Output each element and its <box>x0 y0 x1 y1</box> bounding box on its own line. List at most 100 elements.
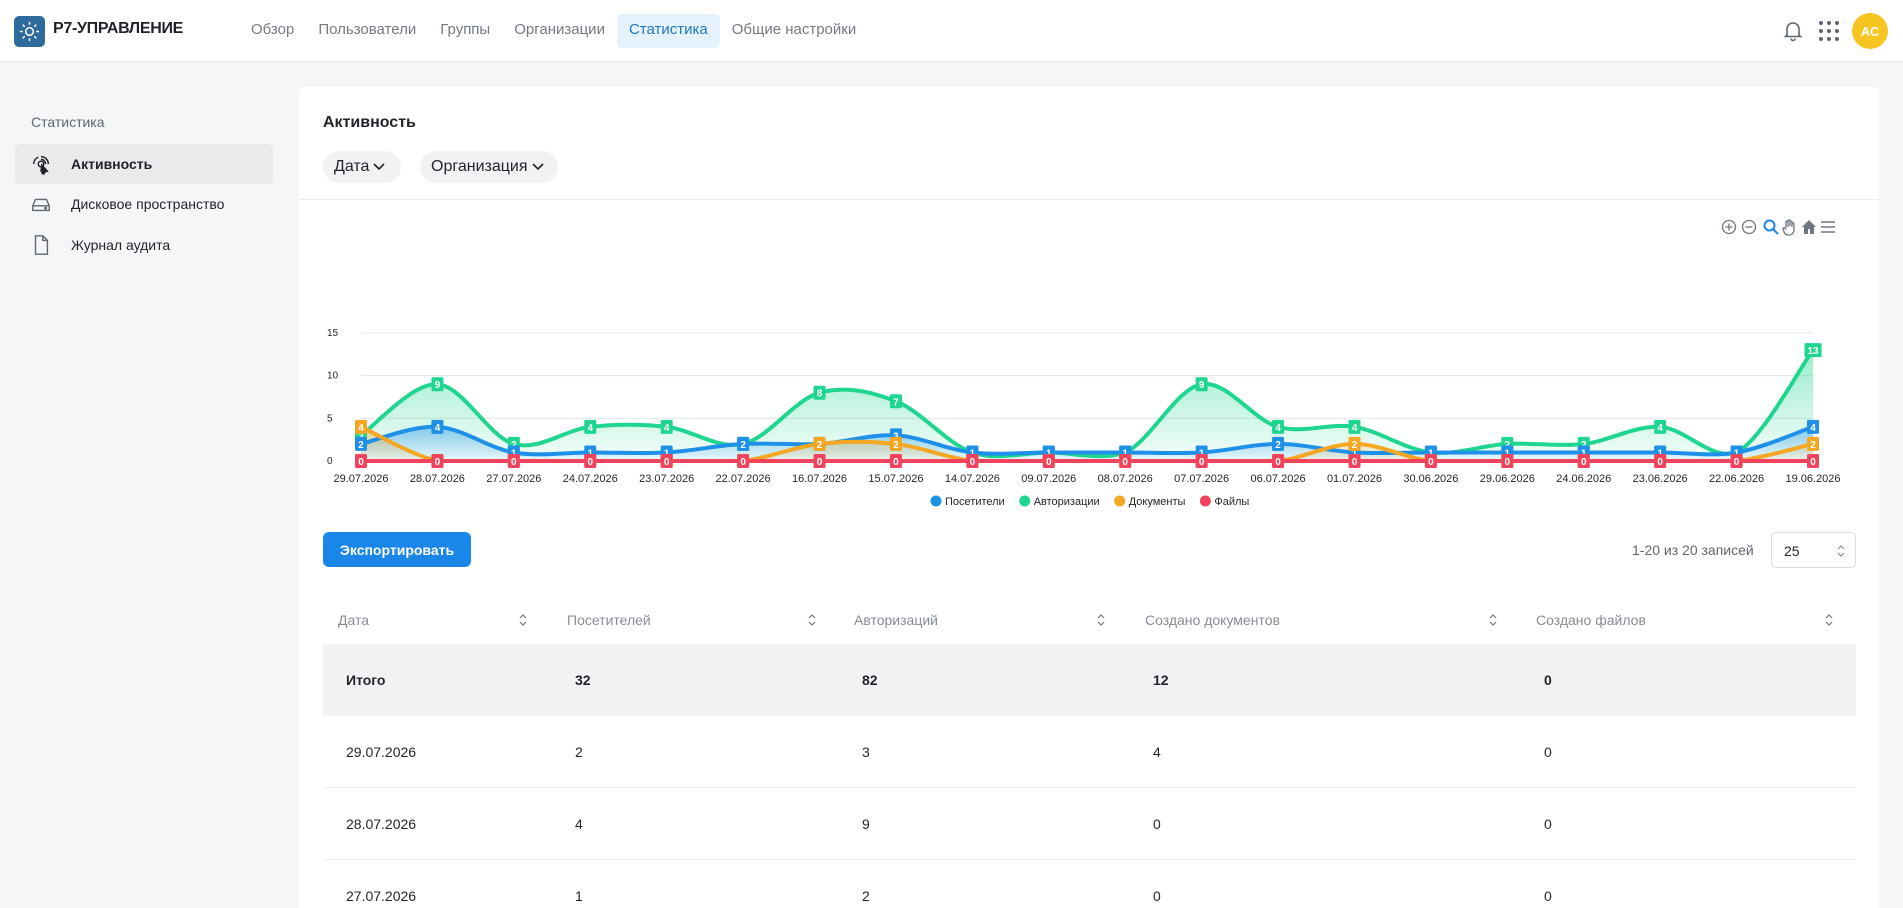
data-label-box <box>355 454 367 468</box>
data-label: 4 <box>664 423 670 434</box>
table-cell: 0 <box>1544 816 1552 832</box>
data-label: 9 <box>435 380 441 391</box>
table-cell: Итого <box>346 672 386 688</box>
nav-groups[interactable]: Группы <box>440 21 491 38</box>
data-label: 0 <box>893 457 899 468</box>
column-header-authorizations[interactable]: Авторизаций <box>854 612 938 628</box>
data-label-box <box>507 454 520 468</box>
column-header-visitors[interactable]: Посетителей <box>567 612 651 628</box>
series-area <box>361 426 1813 461</box>
column-header-date[interactable]: Дата <box>338 612 370 628</box>
apps-grid-icon[interactable] <box>1818 20 1840 42</box>
data-label-box <box>660 419 673 434</box>
data-label: 1 <box>1046 448 1052 459</box>
nav-statistics[interactable]: Статистика <box>616 14 720 48</box>
data-label: 0 <box>511 457 517 468</box>
nav-users[interactable]: Пользователи <box>318 21 417 38</box>
data-label-box <box>1807 436 1819 451</box>
user-avatar[interactable]: АС <box>1852 13 1888 49</box>
sidebar-item-activity[interactable]: Активность <box>15 144 273 184</box>
data-label: 0 <box>1122 457 1128 468</box>
app-brand[interactable]: Р7-УПРАВЛЕНИЕ <box>53 20 184 37</box>
organization-filter-label: Организация <box>431 158 528 175</box>
bell-icon[interactable] <box>1781 18 1805 42</box>
sort-icon[interactable] <box>1825 614 1833 626</box>
column-header-documents[interactable]: Создано документов <box>1145 612 1280 628</box>
nav-organizations[interactable]: Организации <box>514 21 605 38</box>
data-label-box <box>1730 454 1743 468</box>
x-tick-label: 22.07.2026 <box>716 473 771 485</box>
pan-hand-icon[interactable] <box>1780 218 1798 236</box>
data-label: 0 <box>1505 457 1511 468</box>
home-reset-icon[interactable] <box>1800 218 1818 236</box>
data-label: 0 <box>1657 457 1663 468</box>
sort-icon[interactable] <box>519 614 527 626</box>
column-header-files[interactable]: Создано файлов <box>1536 612 1646 628</box>
data-label: 1 <box>1122 448 1128 459</box>
table-cell: 3 <box>862 744 870 760</box>
sidebar-item-disk-space[interactable]: Дисковое пространство <box>15 184 273 224</box>
nav-overview[interactable]: Обзор <box>251 21 295 38</box>
data-label: 8 <box>817 389 823 400</box>
table-cell: 82 <box>862 672 878 688</box>
sort-icon[interactable] <box>1489 614 1497 626</box>
top-bar: Р7-УПРАВЛЕНИЕ Обзор Пользователи Группы … <box>0 0 1903 62</box>
data-label-box <box>889 394 902 409</box>
zoom-select-icon[interactable] <box>1762 218 1780 236</box>
zoom-in-icon[interactable] <box>1720 218 1738 236</box>
legend-label: Авторизации <box>1034 496 1100 508</box>
sidebar-item-audit-log[interactable]: Журнал аудита <box>15 225 273 265</box>
menu-icon[interactable] <box>1819 218 1837 236</box>
data-label: 0 <box>358 457 364 468</box>
table-row[interactable]: 27.07.2026 1 2 0 0 <box>323 860 1856 908</box>
data-label-box <box>431 454 444 468</box>
data-label-box <box>1807 454 1819 468</box>
data-label: 0 <box>1046 457 1052 468</box>
data-label-box <box>813 385 826 400</box>
data-label: 1 <box>1352 448 1358 459</box>
data-label: 4 <box>1275 423 1281 434</box>
x-tick-label: 01.07.2026 <box>1327 473 1382 485</box>
y-tick-label: 0 <box>327 456 333 467</box>
x-tick-label: 07.07.2026 <box>1174 473 1229 485</box>
table-cell: 27.07.2026 <box>346 888 417 904</box>
organization-filter[interactable]: Организация <box>420 151 558 183</box>
table-cell: 0 <box>1153 888 1161 904</box>
table-cell: 1 <box>575 888 583 904</box>
data-label: 1 <box>1428 448 1434 459</box>
data-label-box <box>1042 454 1055 468</box>
data-label: 3 <box>893 431 899 442</box>
table-cell: 0 <box>1544 744 1552 760</box>
data-label: 2 <box>1810 440 1816 451</box>
data-label: 4 <box>1810 423 1816 434</box>
page-title: Активность <box>323 114 416 131</box>
main-nav: Обзор Пользователи Группы Организации Ст… <box>239 14 868 48</box>
data-label-box <box>737 436 750 451</box>
y-tick-label: 5 <box>327 413 333 424</box>
sort-icon[interactable] <box>808 614 816 626</box>
y-tick-label: 15 <box>327 328 339 339</box>
data-label-box <box>355 436 367 451</box>
export-button[interactable]: Экспортировать <box>323 532 471 567</box>
table-row[interactable]: 28.07.2026 4 9 0 0 <box>323 788 1856 860</box>
data-label-box <box>1272 436 1285 451</box>
page-size-select[interactable]: 25 <box>1771 532 1856 568</box>
records-counter: 1-20 из 20 записей <box>1632 542 1754 558</box>
sidebar-item-label: Журнал аудита <box>71 237 171 253</box>
x-tick-label: 29.06.2026 <box>1480 473 1535 485</box>
nav-general-settings[interactable]: Общие настройки <box>731 21 857 38</box>
sidebar-item-label: Активность <box>71 156 153 172</box>
data-label-box <box>584 419 597 434</box>
sidebar-title: Статистика <box>31 114 105 130</box>
data-label: 1 <box>511 448 517 459</box>
zoom-out-icon[interactable] <box>1740 218 1758 236</box>
data-label-box <box>966 454 979 468</box>
date-filter[interactable]: Дата <box>323 151 401 183</box>
data-label: 1 <box>587 448 593 459</box>
data-label: 2 <box>358 440 364 451</box>
app-logo-icon[interactable] <box>14 16 45 47</box>
sort-icon[interactable] <box>1097 614 1105 626</box>
data-label-box <box>1654 419 1667 434</box>
table-row[interactable]: 29.07.2026 2 3 4 0 <box>323 716 1856 788</box>
